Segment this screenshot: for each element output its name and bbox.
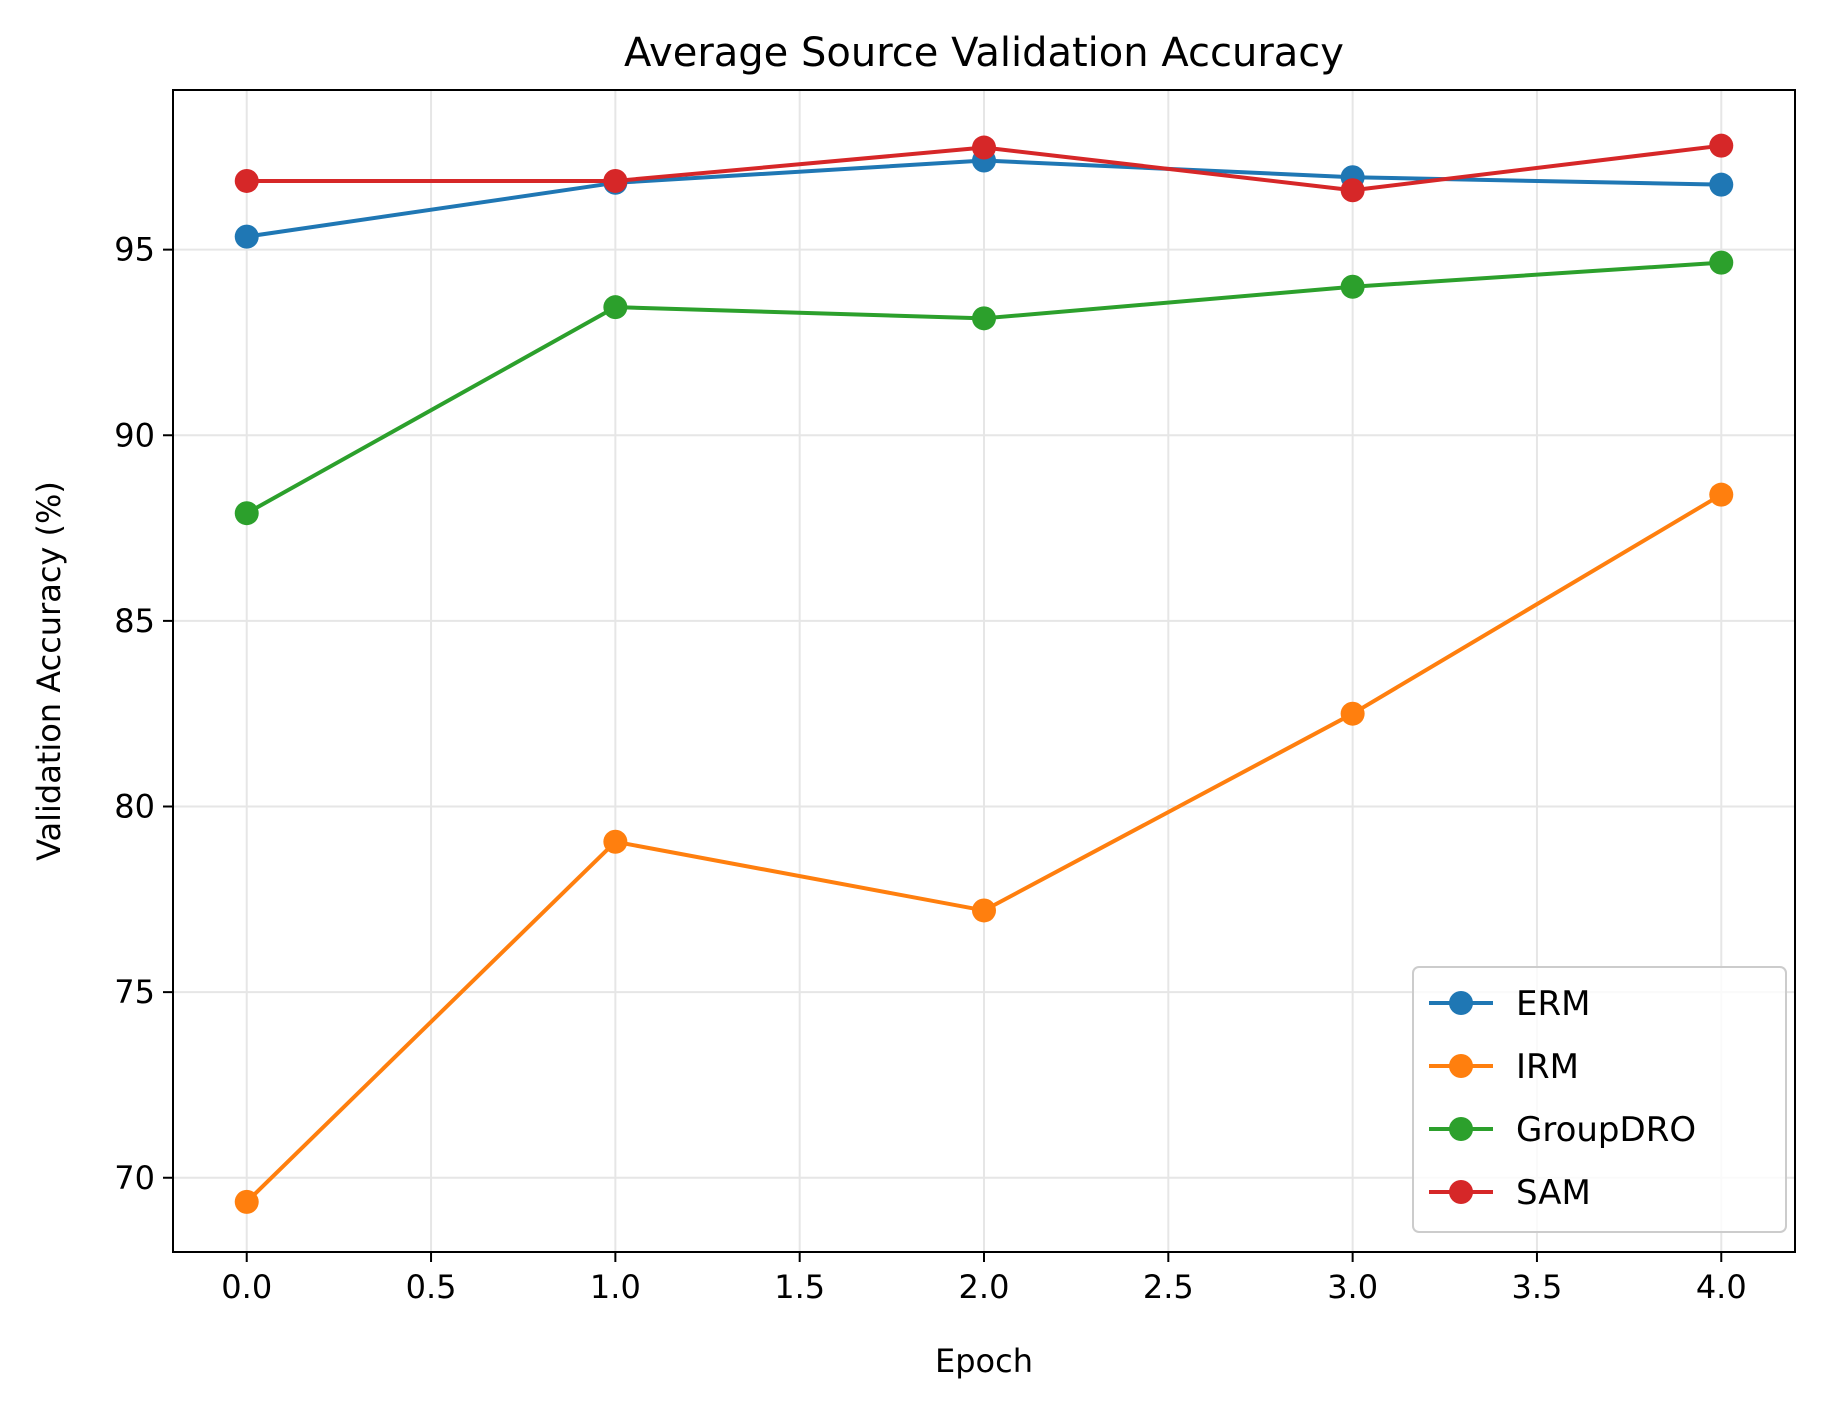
y-tick-label: 85 [114,602,155,640]
x-tick-label: 1.0 [590,1268,641,1306]
y-tick-label: 80 [114,788,155,826]
x-tick-label: 3.5 [1512,1268,1563,1306]
legend-box [1412,966,1787,1233]
legend-marker-sam [1449,1180,1473,1204]
legend-label-sam: SAM [1516,1173,1591,1213]
legend-item-groupdro: GroupDRO [1429,1110,1696,1150]
data-point-groupdro [234,501,259,526]
axes-ticks: 0.0 0.5 1.0 1.5 2.0 2.5 3.0 3.5 4.0 70 75 80 85 90 95 [114,231,1746,1306]
data-point-groupdro [1340,274,1365,299]
legend-label-erm: ERM [1516,984,1590,1024]
x-tick-label: 0.5 [406,1268,457,1306]
data-point-irm [234,1189,259,1214]
series-sam [234,133,1734,203]
x-axis-title: Epoch [935,1342,1033,1380]
chart-title: Average Source Validation Accuracy [624,30,1344,76]
data-point-groupdro [603,295,628,320]
y-tick-label: 70 [114,1159,155,1197]
data-point-irm [972,898,996,923]
x-tick-label: 1.5 [774,1268,825,1306]
legend-label-irm: IRM [1516,1047,1579,1087]
data-point-irm [1709,482,1734,507]
data-point-irm [603,829,628,854]
legend-item-irm: IRM [1429,1047,1579,1087]
data-point-groupdro [972,306,996,331]
legend-marker-groupdro [1449,1117,1473,1141]
x-tick-label: 4.0 [1696,1268,1747,1306]
legend-marker-irm [1449,1054,1473,1078]
data-point-irm [1340,701,1365,726]
legend-marker-erm [1449,991,1473,1015]
data-point-sam [1709,133,1734,158]
legend-item-erm: ERM [1429,984,1590,1024]
legend: ERM IRM GroupDRO SAM [1412,966,1787,1233]
series-group [234,133,1734,1214]
data-point-erm [1709,172,1734,197]
data-point-sam [234,168,259,193]
series-groupdro [234,250,1734,526]
x-tick-label: 3.0 [1327,1268,1378,1306]
y-tick-label: 95 [114,231,155,269]
y-axis-title: Validation Accuracy (%) [30,481,68,861]
data-point-sam [972,135,996,160]
data-point-sam [603,168,628,193]
legend-label-groupdro: GroupDRO [1516,1110,1696,1150]
y-tick-label: 90 [114,416,155,454]
x-tick-label: 2.0 [959,1268,1010,1306]
y-tick-label: 75 [114,973,155,1011]
series-irm [234,482,1734,1214]
data-point-erm [234,224,259,249]
data-point-groupdro [1709,250,1734,275]
data-point-sam [1340,178,1365,203]
legend-item-sam: SAM [1429,1173,1591,1213]
x-tick-label: 0.0 [221,1268,272,1306]
x-tick-label: 2.5 [1143,1268,1194,1306]
